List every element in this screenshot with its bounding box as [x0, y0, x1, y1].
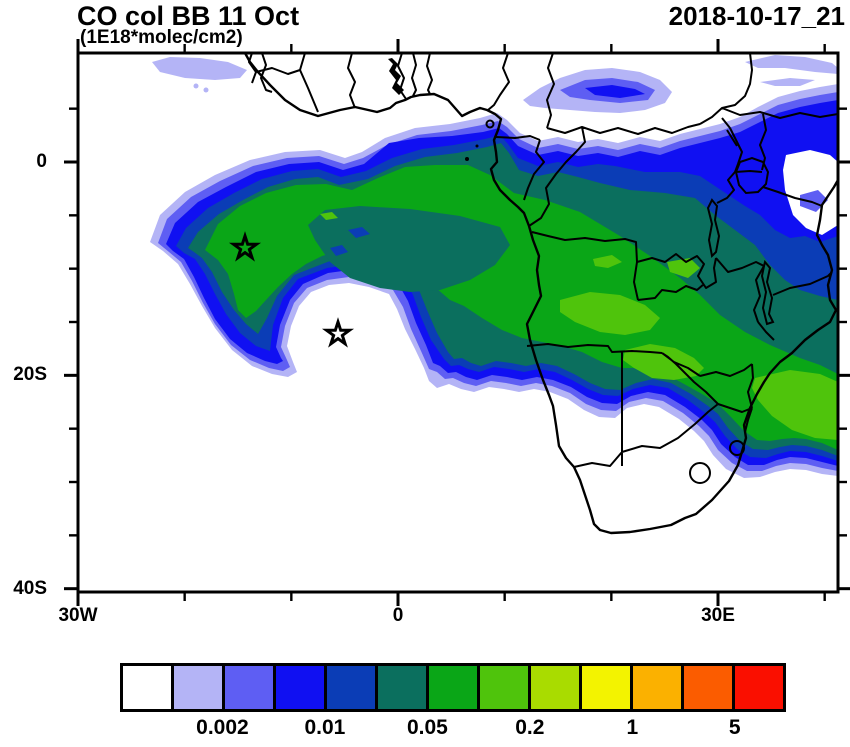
- colorbar-cell: [582, 666, 633, 709]
- band-guinea-coast: [152, 57, 247, 80]
- border-lesotho: [689, 462, 711, 484]
- valid-datetime: 2018-10-17_21: [668, 1, 845, 31]
- contour-pocket-teal: [308, 206, 510, 292]
- island-sao-tome: [465, 157, 469, 161]
- colorbar-cell: [735, 666, 783, 709]
- lake-volta: [388, 58, 404, 95]
- border-eswatini: [729, 440, 745, 456]
- coastline-africa: [243, 53, 838, 535]
- x-axis-label: 0: [392, 605, 404, 626]
- page-title: CO col BB 11 Oct: [77, 1, 300, 31]
- y-axis-label: 40S: [13, 577, 47, 599]
- colorbar-cell: [531, 666, 582, 709]
- band-ne-streaks: [745, 55, 838, 86]
- colorbar-label: 1: [626, 716, 639, 739]
- colorbar-label: 0.01: [304, 716, 346, 739]
- contour-level-0.1-patches: [320, 212, 838, 440]
- station-markers: [228, 231, 355, 348]
- units-subtitle: (1E18*molec/cm2): [80, 27, 243, 48]
- colorbar-cell: [378, 666, 429, 709]
- colorbar-cell: [174, 666, 225, 709]
- map-svg: [64, 39, 850, 606]
- colorbar-cell: [633, 666, 684, 709]
- colorbar-cell: [480, 666, 531, 709]
- colorbar-cell: [276, 666, 327, 709]
- star-marker-icon: [321, 317, 355, 348]
- colorbar-label: 0.2: [515, 716, 545, 739]
- island-bioko: [485, 119, 495, 129]
- star-marker-icon: [228, 231, 262, 262]
- colorbar-label: 5: [728, 716, 741, 739]
- colorbar-cell: [684, 666, 735, 709]
- map-frame: [76, 51, 840, 594]
- x-axis-label: 30W: [58, 605, 98, 626]
- island-principe: [475, 144, 479, 148]
- lakes-outline: [706, 129, 775, 326]
- colorbar: [120, 663, 786, 712]
- band-dot: [203, 87, 209, 93]
- colorbar-labels: 0.002 0.01 0.05 0.2 1 5: [120, 716, 786, 742]
- band-car-streak-core: [585, 85, 645, 98]
- colorbar-cell: [123, 666, 174, 709]
- colorbar-cell: [327, 666, 378, 709]
- colorbar-label: 0.05: [406, 716, 448, 739]
- colorbar-cell: [225, 666, 276, 709]
- country-borders: [248, 53, 838, 468]
- band-dot: [193, 83, 199, 89]
- colorbar-label: 0.002: [196, 716, 249, 739]
- y-axis-label: 0: [36, 151, 47, 172]
- contour-pocket-blue-ribbon: [330, 227, 370, 256]
- y-axis-label: 20S: [13, 364, 47, 386]
- x-axis-label: 30E: [701, 605, 735, 626]
- colorbar-cell: [429, 666, 480, 709]
